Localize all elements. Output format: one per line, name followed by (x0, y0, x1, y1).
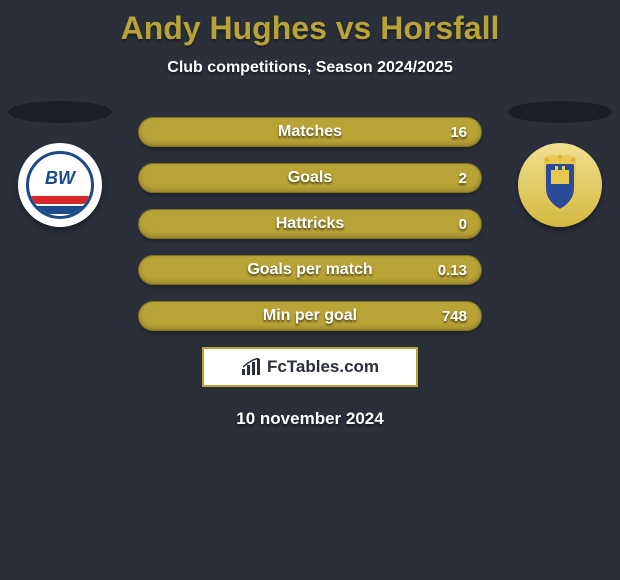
stat-value: 16 (450, 124, 467, 141)
stats-panel: Matches 16 Goals 2 Hattricks 0 Goals per… (138, 117, 482, 331)
club-right-container (508, 101, 612, 227)
brand-box[interactable]: FcTables.com (202, 347, 418, 387)
stat-label: Min per goal (263, 307, 357, 325)
brand-chart-icon (241, 358, 261, 376)
stat-label: Goals (288, 169, 332, 187)
page-title: Andy Hughes vs Horsfall (0, 0, 620, 47)
page-subtitle: Club competitions, Season 2024/2025 (0, 59, 620, 77)
club-right-badge (518, 143, 602, 227)
club-left-badge-inner: BW (26, 151, 94, 219)
stat-bar-matches: Matches 16 (138, 117, 482, 147)
infographic-date: 10 november 2024 (0, 409, 620, 429)
brand-label: FcTables.com (267, 357, 379, 377)
stat-label: Matches (278, 123, 342, 141)
stat-bar-min-per-goal: Min per goal 748 (138, 301, 482, 331)
stat-bar-goals: Goals 2 (138, 163, 482, 193)
club-left-badge: BW (18, 143, 102, 227)
stat-bar-hattricks: Hattricks 0 (138, 209, 482, 239)
club-left-shadow (8, 101, 112, 123)
club-left-container: BW (8, 101, 112, 227)
stat-value: 2 (459, 170, 467, 187)
content-area: BW Matches 16 Goals 2 (0, 117, 620, 429)
stat-bar-goals-per-match: Goals per match 0.13 (138, 255, 482, 285)
stat-value: 0.13 (438, 262, 467, 279)
club-left-stripes (30, 188, 90, 214)
stat-label: Hattricks (276, 215, 344, 233)
stat-value: 0 (459, 216, 467, 233)
club-right-crest-icon (525, 150, 595, 220)
stat-value: 748 (442, 308, 467, 325)
club-right-shadow (508, 101, 612, 123)
stat-label: Goals per match (247, 261, 372, 279)
club-left-initials: BW (45, 168, 75, 189)
